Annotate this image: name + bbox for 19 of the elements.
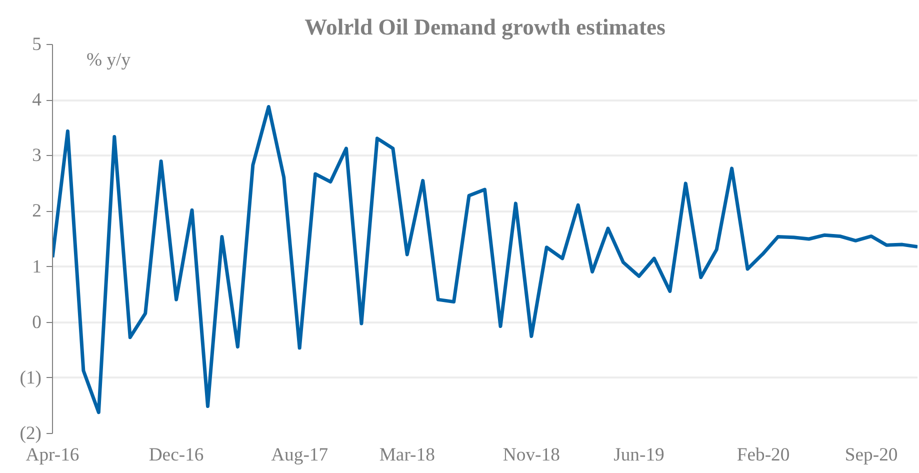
x-tick-label: Nov-18 <box>502 444 560 466</box>
y-tick-label: 5 <box>32 34 42 55</box>
y-tick-label: (1) <box>20 367 42 388</box>
x-tick-label: Dec-16 <box>148 444 204 466</box>
y-tick-label: 0 <box>32 312 42 333</box>
x-tick-label: Jun-19 <box>614 444 664 466</box>
y-tick-label: 4 <box>32 90 42 111</box>
x-tick-label: Aug-17 <box>271 444 328 466</box>
x-tick-label: Apr-16 <box>26 444 80 466</box>
y-tick-label: 1 <box>32 256 42 278</box>
y-tick-label: 2 <box>32 200 42 222</box>
chart-title: Wolrld Oil Demand growth estimates <box>304 14 666 40</box>
y-tick-label: (2) <box>20 423 42 444</box>
line-series <box>52 104 918 414</box>
y-axis-title: % y/y <box>86 50 132 70</box>
x-tick-label: Feb-20 <box>736 444 790 466</box>
y-tick-label: 3 <box>32 145 42 166</box>
x-tick-label: Mar-18 <box>379 444 435 466</box>
x-tick-label: Sep-20 <box>844 444 898 466</box>
